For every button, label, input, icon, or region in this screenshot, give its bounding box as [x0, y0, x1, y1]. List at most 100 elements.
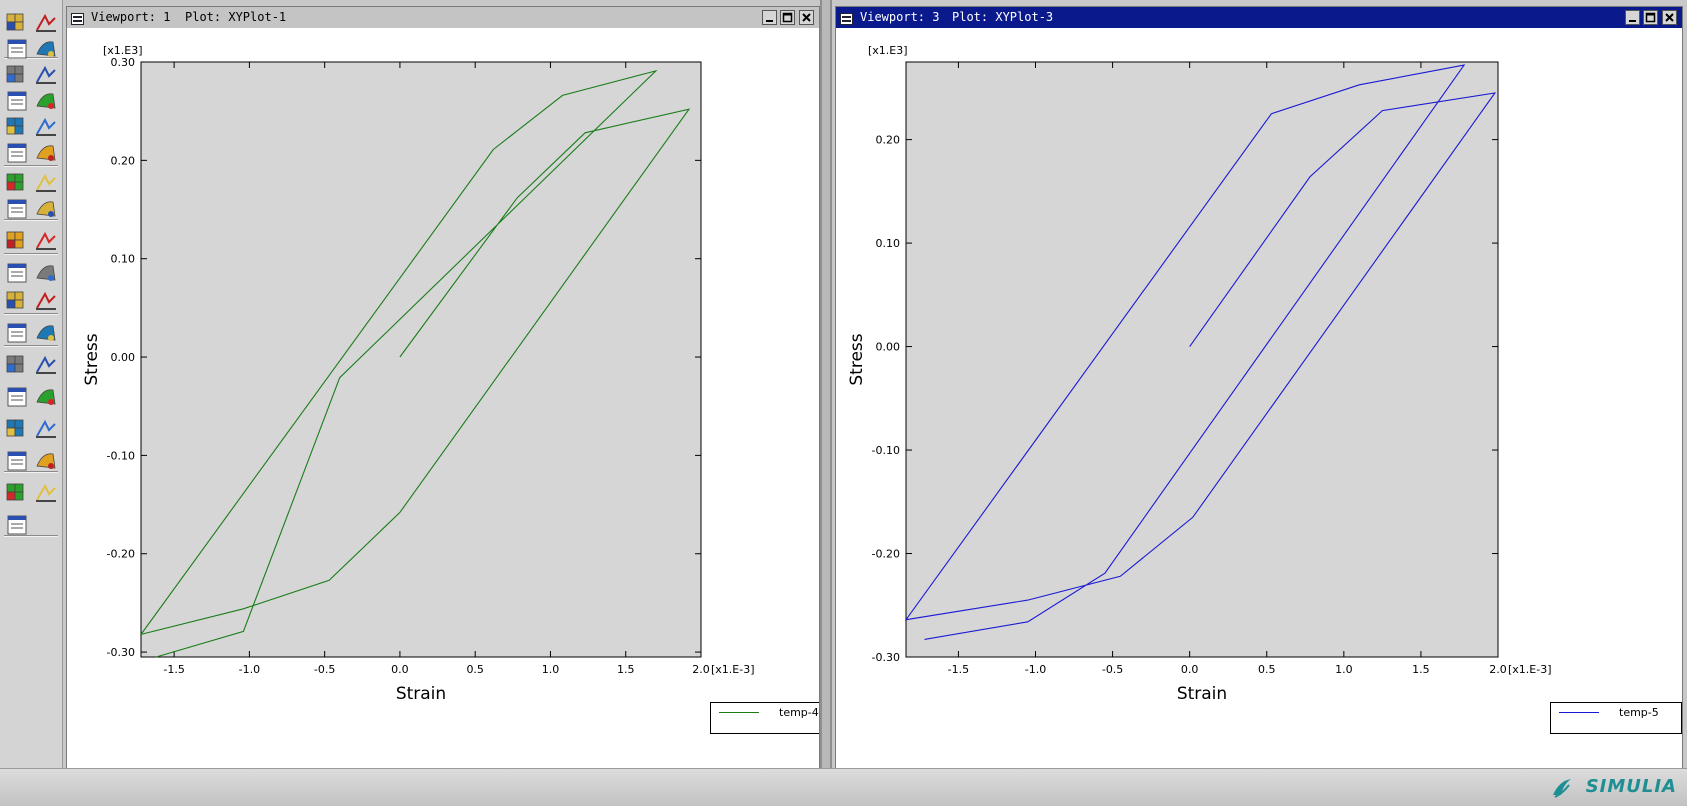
- close-icon: [802, 13, 811, 22]
- series-line: [904, 64, 1497, 640]
- x-tick-label: -0.5: [1102, 663, 1123, 676]
- minimize-button[interactable]: [762, 10, 777, 25]
- legend[interactable]: temp-4: [710, 702, 819, 734]
- toolbox-separator: [4, 313, 58, 315]
- maximize-button[interactable]: [780, 10, 795, 25]
- toolbox-separator: [4, 57, 58, 59]
- toolbox: [0, 0, 63, 768]
- xy-plot-icon[interactable]: [33, 10, 59, 36]
- xy-plot-1[interactable]: -1.5 -1.0 -0.5 0.0 0.5 1.0 1.5 2.0 -0.30 -0.20 -0.…: [67, 28, 819, 769]
- y-tick-label: 0.00: [111, 351, 136, 364]
- stream-manager-icon[interactable]: [33, 448, 59, 474]
- y-axis-label: Stress: [82, 333, 102, 385]
- x-tick-label: 1.0: [542, 663, 560, 676]
- maximize-button[interactable]: [1643, 10, 1658, 25]
- x-axis-label: Strain: [396, 684, 446, 704]
- y-tick-label: 0.00: [876, 341, 901, 354]
- plot-name: Plot: XYPlot-3: [952, 10, 1054, 24]
- xy-options-icon[interactable]: [33, 62, 59, 88]
- x-axis-multiplier: [x1.E-3]: [1508, 663, 1552, 676]
- viewport-title: Viewport: 1: [91, 10, 171, 24]
- material-orientation-icon[interactable]: [4, 140, 30, 166]
- brand-name: SIMULIA: [1585, 776, 1677, 797]
- animate-scale-icon[interactable]: [33, 196, 59, 222]
- x-tick-label: 2.0: [692, 663, 710, 676]
- common-options-icon[interactable]: [4, 170, 30, 196]
- viewport-title: Viewport: 3: [860, 10, 940, 24]
- y-tick-label: 0.10: [111, 253, 136, 266]
- toolbox-separator: [4, 471, 58, 473]
- x-tick-label: -1.5: [948, 663, 969, 676]
- path-icon[interactable]: [4, 320, 30, 346]
- legend[interactable]: temp-5: [1550, 702, 1682, 734]
- deformed-shape-icon[interactable]: [4, 352, 30, 378]
- animate-time-icon[interactable]: [4, 196, 30, 222]
- xy-plot-3[interactable]: -1.5 -1.0 -0.5 0.0 0.5 1.0 1.5 2.0 -0.30 -0.20 -0.…: [836, 28, 1682, 769]
- y-tick-label: -0.30: [872, 651, 900, 664]
- x-tick-label: 2.0: [1489, 663, 1507, 676]
- status-bar: SIMULIA: [0, 768, 1687, 806]
- display-group-manager-icon[interactable]: [33, 480, 59, 506]
- free-body-manager-icon[interactable]: [33, 416, 59, 442]
- legend-options-icon[interactable]: [33, 384, 59, 410]
- mo-options-icon[interactable]: [33, 140, 59, 166]
- minimize-button[interactable]: [1625, 10, 1640, 25]
- view-cut-icon[interactable]: [4, 260, 30, 286]
- x-tick-label: 1.0: [1335, 663, 1353, 676]
- viewport-3-window[interactable]: Viewport: 3 Plot: XYPlot-3 -1.5 -1.0 -0.5 0…: [835, 6, 1683, 770]
- color-contour-icon[interactable]: [4, 384, 30, 410]
- viewport-1-titlebar[interactable]: Viewport: 1 Plot: XYPlot-1: [67, 7, 819, 28]
- x-tick-label: -1.5: [163, 663, 184, 676]
- xy-data-manager-icon[interactable]: [4, 10, 30, 36]
- maximize-icon: [782, 12, 793, 23]
- overlay-icon[interactable]: [33, 352, 59, 378]
- animate-harmonic-icon[interactable]: [4, 228, 30, 254]
- symbol-icon[interactable]: [4, 114, 30, 140]
- legend-label: temp-4: [779, 706, 819, 719]
- probe-icon[interactable]: [4, 36, 30, 62]
- plot-area: [140, 61, 702, 658]
- close-button[interactable]: [799, 10, 814, 25]
- y-tick-label: -0.20: [872, 548, 900, 561]
- toolbox-separator: [4, 165, 58, 167]
- view-cut-manager-icon[interactable]: [33, 260, 59, 286]
- viewport-icon[interactable]: [840, 11, 853, 25]
- stream-icon[interactable]: [4, 448, 30, 474]
- toolbox-separator: [4, 345, 58, 347]
- x-tick-label: -1.0: [239, 663, 260, 676]
- superimpose-options-icon[interactable]: [33, 170, 59, 196]
- create-xy-plot-icon[interactable]: [4, 62, 30, 88]
- free-body-icon[interactable]: [4, 416, 30, 442]
- x-tick-label: 0.0: [1181, 663, 1199, 676]
- symbol-options-icon[interactable]: [33, 114, 59, 140]
- series-line: [139, 69, 691, 658]
- xy-data-manager-list-icon[interactable]: [33, 288, 59, 314]
- y-tick-label: 0.30: [111, 56, 136, 69]
- contour-options-icon[interactable]: [33, 88, 59, 114]
- y-tick-label: 0.10: [876, 237, 901, 250]
- y-axis-label: Stress: [847, 333, 867, 385]
- toolbox-separator: [4, 253, 58, 255]
- paint-brush-icon[interactable]: [4, 512, 30, 538]
- y-axis-multiplier: [x1.E3]: [868, 44, 908, 57]
- viewport-1-window[interactable]: Viewport: 1 Plot: XYPlot-1 -1.5 -1.0 -0.5 0…: [66, 6, 820, 770]
- display-group-icon[interactable]: [4, 480, 30, 506]
- viewport-3-titlebar[interactable]: Viewport: 3 Plot: XYPlot-3: [836, 7, 1682, 28]
- contour-icon[interactable]: [4, 88, 30, 114]
- x-tick-label: -0.5: [314, 663, 335, 676]
- x-tick-label: -1.0: [1025, 663, 1046, 676]
- legend-swatch: [1559, 712, 1599, 713]
- 3ds-logo-icon: [1553, 779, 1571, 798]
- y-tick-label: -0.10: [872, 444, 900, 457]
- query-icon[interactable]: [33, 36, 59, 62]
- close-button[interactable]: [1662, 10, 1677, 25]
- x-tick-label: 1.5: [1412, 663, 1430, 676]
- y-tick-label: -0.30: [107, 646, 135, 659]
- legend-label: temp-5: [1619, 706, 1659, 719]
- animation-options-icon[interactable]: [33, 228, 59, 254]
- y-tick-label: 0.20: [111, 154, 136, 167]
- minimize-icon: [766, 20, 773, 22]
- create-xy-data-icon[interactable]: [4, 288, 30, 314]
- viewport-icon[interactable]: [71, 11, 84, 25]
- path-manager-icon[interactable]: [33, 320, 59, 346]
